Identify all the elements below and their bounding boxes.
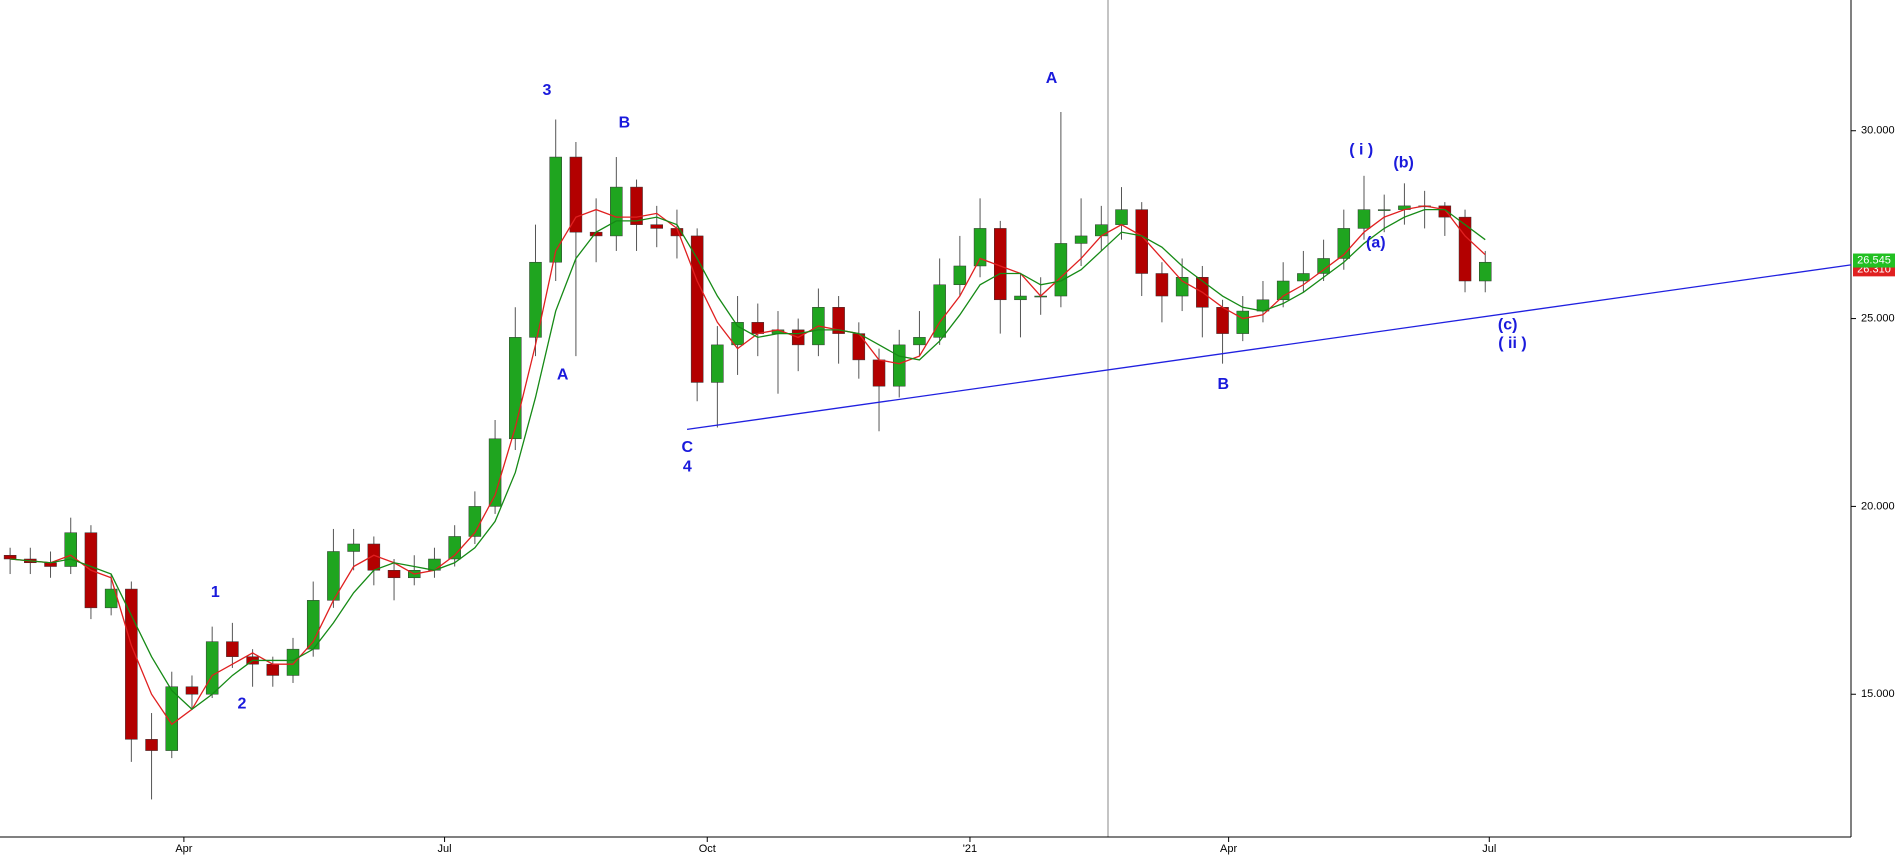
x-tick-label: Oct	[699, 843, 716, 855]
candle-body	[1478, 261, 1492, 282]
wave-label: B	[1218, 376, 1230, 393]
wave-label: A	[557, 366, 569, 383]
y-tick-label: 20.000	[1861, 500, 1895, 512]
trendline	[686, 264, 1852, 431]
candle-body	[630, 186, 643, 225]
wave-label: 1	[211, 584, 220, 601]
candle-body	[1236, 310, 1250, 334]
candle-body	[347, 543, 360, 552]
candle-body	[1115, 209, 1128, 225]
candle-body	[953, 265, 967, 286]
candle-body	[1074, 235, 1088, 244]
candle-body	[549, 156, 562, 263]
x-tick-label: Jul	[1482, 843, 1496, 855]
wave-label: A	[1046, 70, 1058, 87]
candle-body	[1377, 209, 1391, 211]
candle-body	[1054, 243, 1068, 297]
candle-body	[711, 344, 724, 383]
candle-body	[488, 438, 502, 507]
candle-body	[1014, 295, 1027, 301]
candle-body	[3, 554, 17, 560]
wave-label: (a)	[1366, 234, 1386, 251]
candle-body	[165, 686, 179, 751]
candle-body	[832, 307, 845, 334]
candle-body	[1135, 209, 1148, 274]
wave-label: (c)	[1498, 317, 1518, 334]
candle-body	[64, 532, 77, 567]
candle-body	[145, 739, 158, 751]
candle-body	[529, 261, 542, 338]
wave-label: 4	[683, 458, 692, 475]
candle-body	[205, 641, 219, 695]
y-tick-label: 25.000	[1861, 312, 1895, 324]
candle-body	[610, 186, 623, 237]
wave-label: 2	[238, 695, 247, 712]
candle-body	[650, 224, 663, 229]
candle-body	[185, 686, 199, 695]
candle-body	[1438, 205, 1452, 218]
wave-label: B	[619, 115, 631, 132]
wave-label: ( i )	[1349, 141, 1373, 158]
candle-body	[1297, 273, 1310, 282]
candle-body	[1276, 280, 1290, 301]
candle-body	[1357, 209, 1371, 229]
candle-body	[973, 228, 987, 267]
candle-body	[1155, 273, 1169, 297]
candle-body	[125, 588, 138, 740]
candle-body	[509, 337, 522, 440]
y-tick-label: 30.000	[1861, 125, 1895, 137]
x-tick-label: '21	[963, 843, 977, 855]
candle-body	[892, 344, 906, 387]
candle-body	[751, 322, 765, 334]
candle-body	[852, 333, 866, 361]
moving-average	[10, 205, 1486, 726]
price-label: 26.545	[1857, 254, 1891, 266]
candle-body	[1216, 307, 1229, 334]
candle-body	[1458, 216, 1472, 282]
wave-label: C	[681, 439, 693, 456]
x-tick-label: Jul	[438, 843, 452, 855]
candle-body	[226, 641, 239, 657]
wave-label: ( ii )	[1498, 335, 1526, 352]
candle-body	[872, 359, 886, 387]
x-tick-label: Apr	[1220, 843, 1237, 855]
x-tick-label: Apr	[175, 843, 192, 855]
candle-body	[286, 648, 300, 676]
candle-body	[266, 663, 280, 676]
candle-body	[569, 156, 583, 233]
wave-label: (b)	[1393, 155, 1413, 172]
wave-label: 3	[542, 82, 551, 99]
candle-body	[913, 337, 926, 346]
candle-body	[933, 284, 946, 338]
moving-average	[10, 208, 1486, 711]
price-label-box	[1853, 253, 1895, 268]
candle-body	[387, 570, 401, 579]
y-tick-label: 15.000	[1861, 688, 1895, 700]
